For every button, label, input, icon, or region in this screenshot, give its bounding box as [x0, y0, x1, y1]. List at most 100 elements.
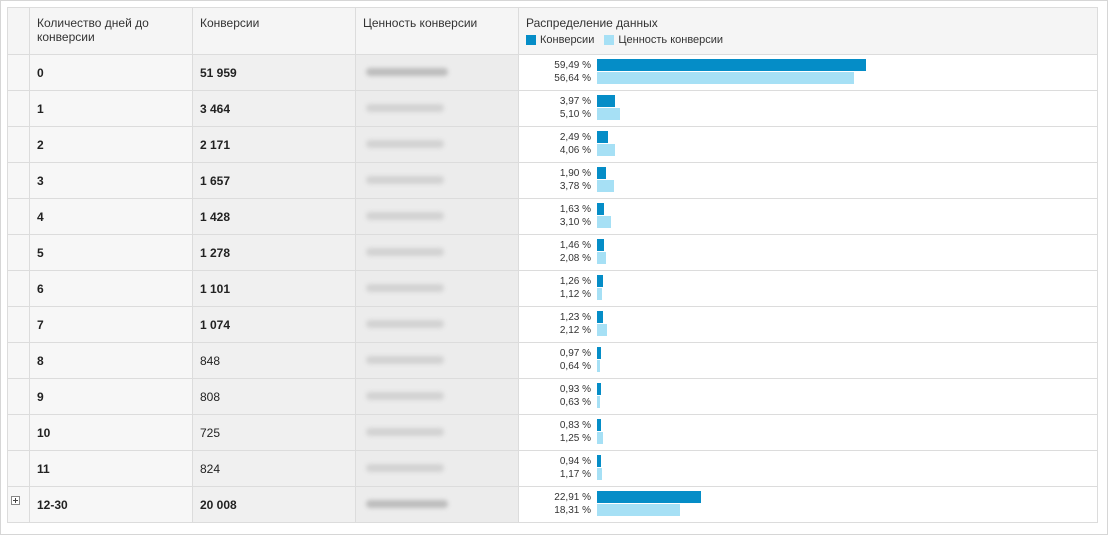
conversions-bar: [597, 347, 601, 359]
table-row[interactable]: 7 1 074 1,23 % 2,12 %: [7, 306, 1098, 343]
days-value: 0: [37, 66, 44, 80]
days-value: 9: [37, 390, 44, 404]
days-cell: 5: [29, 234, 193, 271]
conversions-value: 725: [200, 426, 221, 440]
distribution-cell: 3,97 % 5,10 %: [518, 90, 1098, 127]
legend-label-value: Ценность конверсии: [618, 34, 724, 46]
value-column-header[interactable]: Ценность конверсии: [355, 7, 519, 55]
distribution-cell: 22,91 % 18,31 %: [518, 486, 1098, 523]
conversions-percent: 1,46 %: [559, 240, 591, 251]
value-bar: [597, 180, 614, 192]
value-percent: 3,78 %: [559, 181, 591, 192]
table-row[interactable]: 3 1 657 1,90 % 3,78 %: [7, 162, 1098, 199]
distribution-bars: 0,97 % 0,64 %: [519, 343, 1097, 377]
row-expand-cell: [7, 342, 30, 379]
row-expand-cell: [7, 54, 30, 91]
conversions-cell: 1 101: [192, 270, 356, 307]
conversions-cell: 848: [192, 342, 356, 379]
distribution-cell: 1,26 % 1,12 %: [518, 270, 1098, 307]
table-row[interactable]: 1 3 464 3,97 % 5,10 %: [7, 90, 1098, 127]
value-bar: [597, 432, 603, 444]
distribution-bars: 2,49 % 4,06 %: [519, 127, 1097, 161]
conversions-column-label: Конверсии: [200, 16, 260, 30]
distribution-cell: 0,83 % 1,25 %: [518, 414, 1098, 451]
table-row[interactable]: 5 1 278 1,46 % 2,08 %: [7, 234, 1098, 271]
blurred-value: [366, 356, 444, 364]
conversions-value: 1 428: [200, 210, 231, 224]
value-bar: [597, 252, 606, 264]
distribution-bars: 59,49 % 56,64 %: [519, 55, 1097, 89]
expand-plus-icon[interactable]: [11, 496, 20, 505]
table-row[interactable]: 9 808 0,93 % 0,63 %: [7, 378, 1098, 415]
row-expand-cell: [7, 306, 30, 343]
row-expand-cell[interactable]: [7, 486, 30, 523]
conversions-value: 1 657: [200, 174, 231, 188]
days-cell: 3: [29, 162, 193, 199]
value-percent: 1,25 %: [559, 433, 591, 444]
conversions-value: 20 008: [200, 498, 237, 512]
row-expand-cell: [7, 162, 30, 199]
value-cell: [355, 162, 519, 199]
conversions-column-header[interactable]: Конверсии: [192, 7, 356, 55]
conversions-percent: 0,83 %: [559, 420, 591, 431]
value-bar: [597, 396, 600, 408]
table-row[interactable]: 8 848 0,97 % 0,64 %: [7, 342, 1098, 379]
days-cell: 0: [29, 54, 193, 91]
days-column-header[interactable]: Количество дней до конверсии: [29, 7, 193, 55]
distribution-cell: 0,94 % 1,17 %: [518, 450, 1098, 487]
conversions-cell: 1 074: [192, 306, 356, 343]
days-value: 10: [37, 426, 51, 440]
conversions-value: 2 171: [200, 138, 231, 152]
days-value: 4: [37, 210, 44, 224]
table-row[interactable]: 0 51 959 59,49 % 56,64 %: [7, 54, 1098, 91]
distribution-column-label: Распределение данных: [526, 16, 658, 30]
value-percent: 1,12 %: [559, 289, 591, 300]
value-cell: [355, 378, 519, 415]
conversions-value: 824: [200, 462, 221, 476]
conversions-bar: [597, 203, 604, 215]
conversions-percent: 59,49 %: [554, 60, 591, 71]
value-percent: 1,17 %: [559, 469, 591, 480]
value-cell: [355, 126, 519, 163]
distribution-bars: 3,97 % 5,10 %: [519, 91, 1097, 125]
days-value: 2: [37, 138, 44, 152]
table-row[interactable]: 2 2 171 2,49 % 4,06 %: [7, 126, 1098, 163]
distribution-bars: 1,63 % 3,10 %: [519, 199, 1097, 233]
value-bar: [597, 144, 615, 156]
distribution-column-header: Распределение данных Конверсии Ценность …: [518, 7, 1098, 55]
distribution-cell: 1,63 % 3,10 %: [518, 198, 1098, 235]
distribution-cell: 0,93 % 0,63 %: [518, 378, 1098, 415]
conversions-percent: 2,49 %: [559, 132, 591, 143]
days-value: 3: [37, 174, 44, 188]
table-row[interactable]: 6 1 101 1,26 % 1,12 %: [7, 270, 1098, 307]
conversions-bar: [597, 455, 601, 467]
value-cell: [355, 198, 519, 235]
value-percent: 5,10 %: [559, 109, 591, 120]
conversions-percent: 1,23 %: [559, 312, 591, 323]
days-column-label: Количество дней до конверсии: [37, 16, 149, 44]
blurred-value: [366, 212, 444, 220]
distribution-cell: 2,49 % 4,06 %: [518, 126, 1098, 163]
table-row[interactable]: 11 824 0,94 % 1,17 %: [7, 450, 1098, 487]
value-percent: 2,08 %: [559, 253, 591, 264]
blurred-value: [366, 464, 444, 472]
legend-label-conversions: Конверсии: [540, 34, 595, 46]
conversions-cell: 1 278: [192, 234, 356, 271]
table-row[interactable]: 10 725 0,83 % 1,25 %: [7, 414, 1098, 451]
conversions-value: 808: [200, 390, 221, 404]
value-bar: [597, 216, 611, 228]
table-row[interactable]: 4 1 428 1,63 % 3,10 %: [7, 198, 1098, 235]
value-column-label: Ценность конверсии: [363, 16, 478, 30]
distribution-bars: 0,94 % 1,17 %: [519, 451, 1097, 485]
legend-swatch-conversions: [526, 35, 536, 45]
conversions-cell: 725: [192, 414, 356, 451]
distribution-bars: 1,23 % 2,12 %: [519, 307, 1097, 341]
conversions-cell: 51 959: [192, 54, 356, 91]
value-cell: [355, 486, 519, 523]
row-expand-cell: [7, 90, 30, 127]
distribution-cell: 1,90 % 3,78 %: [518, 162, 1098, 199]
days-cell: 10: [29, 414, 193, 451]
value-bar: [597, 468, 602, 480]
conversions-bar: [597, 167, 606, 179]
table-row[interactable]: 12-30 20 008 22,91 % 18,31 %: [7, 486, 1098, 523]
